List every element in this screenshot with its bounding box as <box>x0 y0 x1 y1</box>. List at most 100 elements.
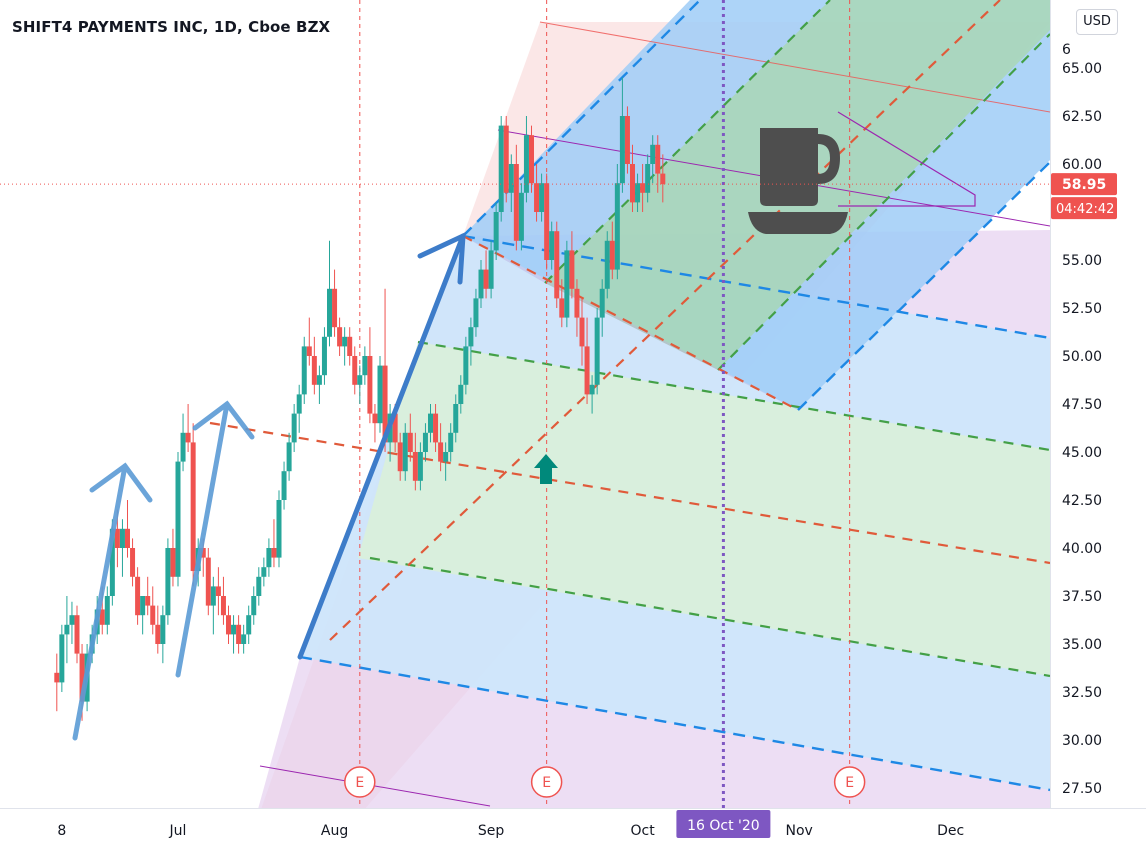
candle-body <box>332 288 338 328</box>
candle-body <box>412 452 418 481</box>
time-badge-label: 16 Oct '20 <box>687 818 760 834</box>
candle-body <box>306 346 312 356</box>
candle <box>574 279 580 337</box>
candle-body <box>463 346 469 385</box>
candle <box>584 317 590 404</box>
candle-body <box>256 576 262 596</box>
price-tick: 35.00 <box>1062 637 1102 653</box>
candle <box>564 240 570 328</box>
candle-body <box>422 432 428 452</box>
fan-line-top <box>539 21 1050 113</box>
candle <box>311 336 317 395</box>
candle-body <box>407 432 413 452</box>
candle-body <box>190 442 196 572</box>
candle-body <box>276 500 282 558</box>
candle <box>286 432 292 481</box>
candle <box>362 346 368 385</box>
candle <box>549 221 555 270</box>
candle-body <box>604 240 610 289</box>
candle-body <box>220 596 226 616</box>
candle <box>650 135 656 184</box>
candle-body <box>599 288 605 318</box>
price-tick: 65.00 <box>1062 61 1102 77</box>
candle-body <box>291 413 297 443</box>
candle-body <box>382 365 388 443</box>
candle-body <box>438 442 444 462</box>
pitchfork-lower-green <box>358 342 1050 676</box>
candle-body <box>337 327 343 347</box>
price-tick: 27.50 <box>1062 781 1102 797</box>
candle-body <box>559 298 565 318</box>
candle <box>412 432 418 491</box>
candle-body <box>640 183 646 193</box>
candle <box>367 327 373 424</box>
candle-body <box>518 192 524 241</box>
candle <box>291 404 297 452</box>
candle-body <box>74 615 80 654</box>
candle-body <box>241 634 247 644</box>
earnings-marker[interactable]: E <box>833 766 866 798</box>
candle-body <box>534 183 540 212</box>
candle <box>296 384 302 433</box>
candle-body <box>609 240 615 270</box>
price-badge-value: 58.95 <box>1062 177 1106 193</box>
pitchfork-green-lower <box>369 556 1050 678</box>
candle <box>609 221 615 280</box>
time-axis[interactable]: 8 Jul Aug Sep Oct Nov Dec <box>57 823 964 839</box>
candle <box>493 202 499 260</box>
price-tick: 45.00 <box>1062 445 1102 461</box>
candle-body <box>316 375 322 385</box>
candle <box>180 413 186 472</box>
earnings-marker-label: E <box>542 775 551 791</box>
earnings-marker[interactable]: E <box>344 766 376 798</box>
price-tick: 60.00 <box>1062 157 1102 173</box>
candle <box>645 154 651 203</box>
candle-body <box>251 596 257 616</box>
arrow-up-annotation-2 <box>175 400 255 678</box>
candle <box>640 164 646 212</box>
candle <box>74 605 80 664</box>
candle <box>332 269 338 337</box>
candle <box>327 240 332 347</box>
price-tick: 50.00 <box>1062 349 1102 365</box>
candle <box>660 154 666 203</box>
candle-body <box>584 346 590 395</box>
price-badge: 58.95 04:42:42 <box>1051 173 1117 220</box>
time-tick: Aug <box>321 823 348 839</box>
candle <box>468 317 474 366</box>
candle <box>352 346 358 395</box>
price-axis[interactable]: 665.0062.5060.0057.5055.0052.5050.0047.5… <box>1062 42 1102 797</box>
candle <box>185 404 191 452</box>
pitchfork-upper-green-1 <box>544 0 831 284</box>
candle <box>377 356 383 433</box>
candle-body <box>271 548 277 558</box>
candle-body <box>458 384 464 404</box>
candle <box>382 288 388 452</box>
candle <box>170 528 176 587</box>
earnings-marker-circle <box>344 766 376 798</box>
currency-button[interactable]: USD <box>1076 9 1118 35</box>
time-badge: 16 Oct '20 <box>676 810 771 838</box>
candle <box>619 77 625 193</box>
pitchfork-handle <box>462 235 799 411</box>
candle-body <box>372 413 378 424</box>
candle-body <box>266 548 272 568</box>
earnings-marker[interactable]: E <box>530 766 563 798</box>
candle-body <box>473 298 479 328</box>
candle <box>599 279 605 337</box>
candle <box>523 116 529 203</box>
candle <box>231 615 237 654</box>
candle <box>544 173 550 270</box>
candle-body <box>579 317 585 347</box>
candle <box>301 336 307 404</box>
candle-body <box>69 615 75 625</box>
candle <box>508 154 514 212</box>
annotation-layer <box>72 111 976 741</box>
pitchfork-upper-green-2 <box>717 33 1050 371</box>
candle-body <box>619 116 625 184</box>
candle <box>104 586 110 635</box>
candle <box>433 404 439 452</box>
candle <box>271 519 277 568</box>
